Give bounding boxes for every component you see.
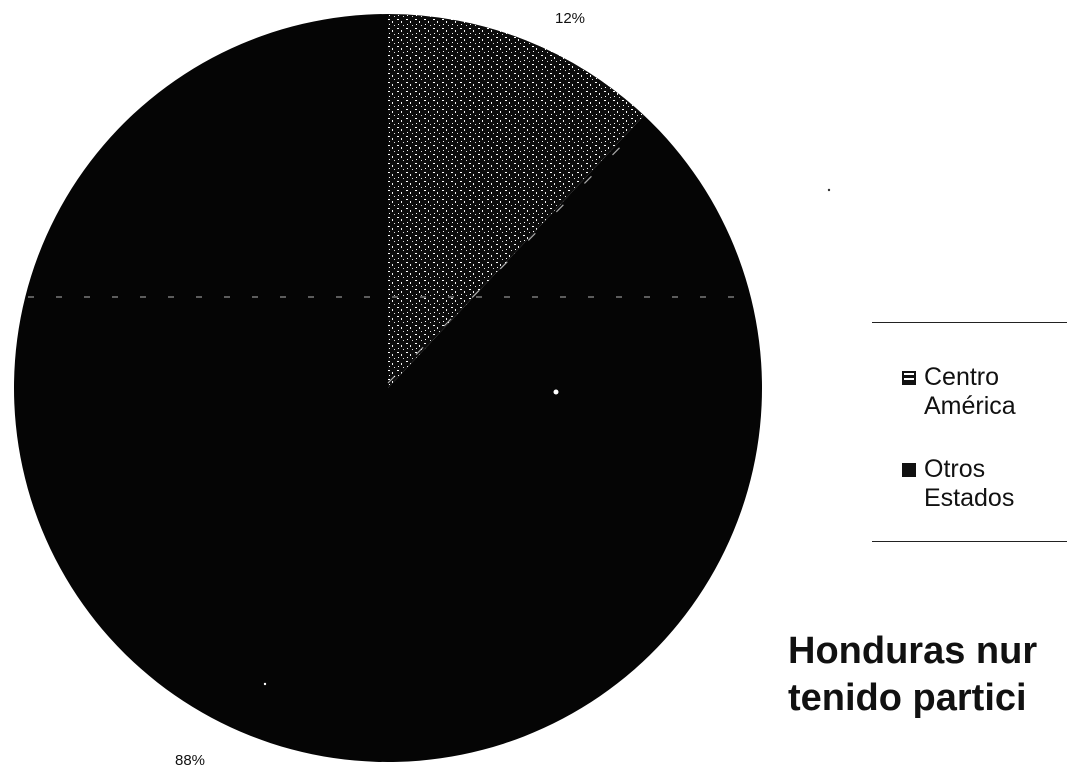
legend-label-line1: Centro xyxy=(924,363,1000,391)
speck-dot-small xyxy=(263,682,267,686)
pie-slices xyxy=(14,14,763,762)
legend-label-line1: Otros xyxy=(924,455,986,483)
speck-dot xyxy=(553,389,559,395)
caption-line-1: Honduras nur xyxy=(788,630,1038,672)
data-label-centro-america: 12% xyxy=(555,10,586,27)
stray-mark xyxy=(827,188,831,192)
legend-label-line2: América xyxy=(924,392,1016,420)
legend-swatch-solid-icon xyxy=(902,463,916,477)
chart-legend: Centro América Otros Estados xyxy=(872,322,1067,542)
legend-label-line2: Estados xyxy=(924,484,1015,512)
pie-slice-centro-américa xyxy=(388,14,645,388)
data-label-otros-estados: 88% xyxy=(175,752,206,769)
caption-line-2: tenido partici xyxy=(788,677,1027,719)
pie-slice-otros-estados xyxy=(14,14,763,762)
caption-text: Honduras nur tenido partici xyxy=(788,628,1067,722)
legend-swatch-patterned-icon xyxy=(902,371,916,385)
